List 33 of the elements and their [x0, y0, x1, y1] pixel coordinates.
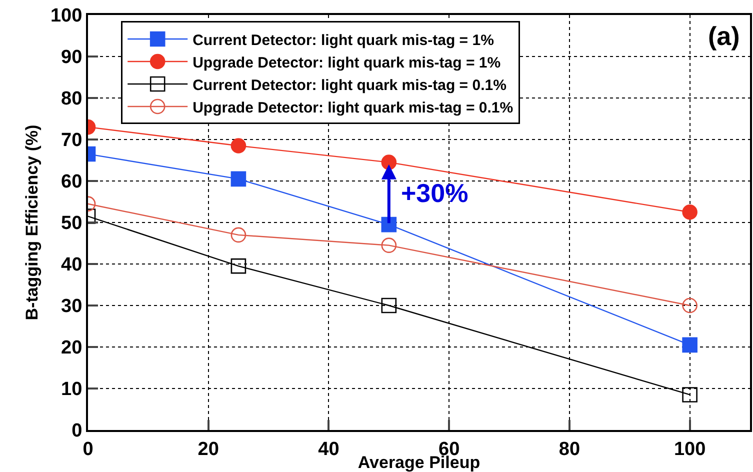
y-tick-label: 60 [61, 172, 82, 193]
point [682, 204, 698, 220]
y-tick-label: 0 [72, 420, 82, 442]
y-tick-label: 40 [61, 254, 82, 276]
annotation: (a) [708, 21, 740, 51]
point [381, 154, 397, 170]
legend-label: Upgrade Detector: light quark mis-tag = 0.1% [192, 99, 514, 116]
y-tick-label: 70 [61, 130, 82, 152]
y-tick-label: 10 [61, 379, 82, 400]
legend-label: Current Detector: light quark mis-tag = 1% [192, 32, 494, 49]
x-tick-label: 80 [558, 438, 580, 460]
x-tick-label: 20 [198, 438, 219, 460]
y-tick-label: 90 [61, 47, 82, 68]
y-tick-label: 50 [61, 213, 82, 234]
y-tick-label: 80 [61, 88, 82, 110]
point [381, 298, 397, 314]
point [682, 337, 698, 353]
legend-label: Current Detector: light quark mis-tag = 0.1% [192, 76, 506, 94]
x-tick-label: 100 [674, 438, 706, 460]
point [230, 171, 246, 187]
legend-label: Upgrade Detector: light quark mis-tag = 1% [192, 54, 501, 72]
point [682, 387, 698, 402]
y-tick-label: 100 [50, 6, 82, 27]
point [381, 238, 397, 253]
y-axis-title: B-tagging Efficiency (%) [22, 124, 42, 320]
point [230, 258, 246, 274]
point [230, 138, 246, 154]
y-tick-label: 30 [61, 296, 82, 318]
annotation: +30% [401, 178, 468, 208]
x-tick-label: 40 [318, 438, 340, 460]
point [682, 298, 698, 314]
y-tick-label: 20 [61, 338, 82, 359]
point [230, 227, 246, 243]
